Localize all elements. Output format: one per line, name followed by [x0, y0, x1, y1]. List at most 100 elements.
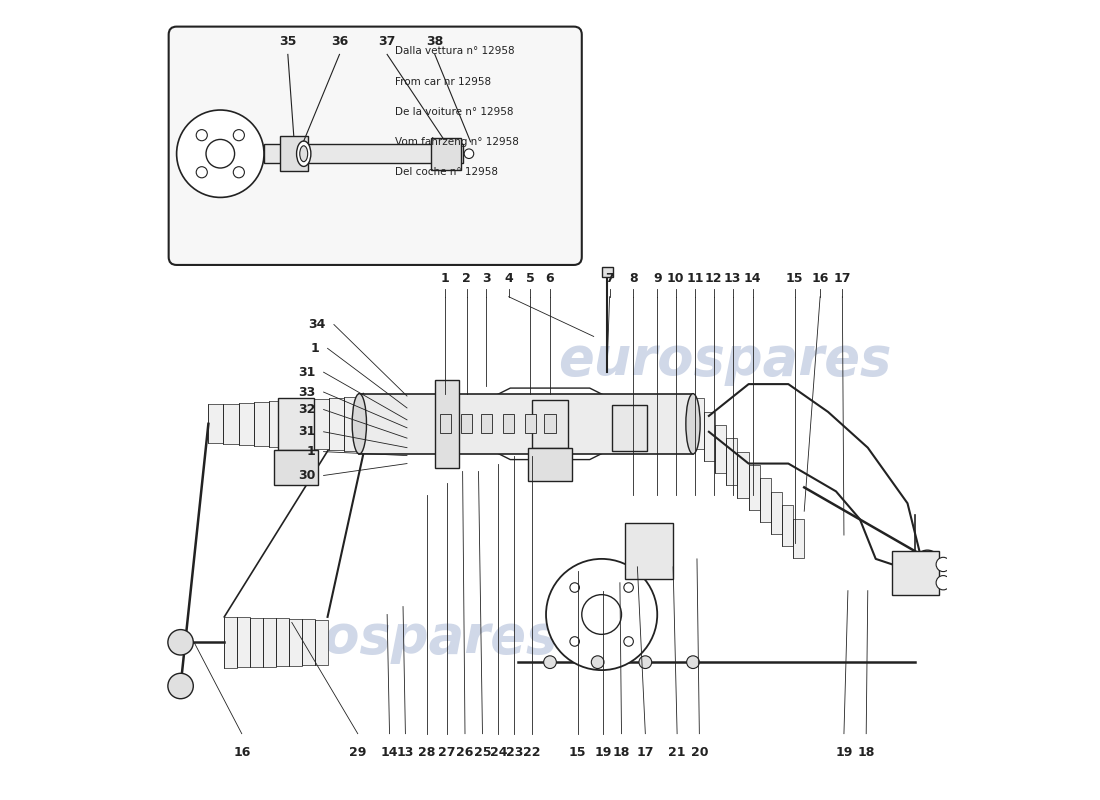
Bar: [503, 414, 515, 434]
Text: eurospares: eurospares: [558, 334, 891, 386]
Text: 1: 1: [441, 272, 450, 285]
Bar: [793, 518, 804, 558]
Text: 30: 30: [298, 469, 316, 482]
Text: 17: 17: [637, 746, 654, 758]
Text: 35: 35: [279, 35, 297, 48]
Bar: [704, 412, 715, 462]
Text: 19: 19: [835, 746, 852, 758]
Circle shape: [592, 656, 604, 669]
Bar: [434, 380, 459, 467]
Bar: [626, 523, 673, 578]
Text: 13: 13: [724, 272, 741, 285]
Bar: [360, 394, 693, 454]
Text: 18: 18: [858, 746, 874, 758]
Bar: [315, 398, 329, 449]
Text: 32: 32: [298, 403, 316, 416]
Bar: [602, 267, 613, 277]
Text: 15: 15: [785, 272, 803, 285]
Text: 23: 23: [506, 746, 522, 758]
Circle shape: [196, 166, 207, 178]
Text: Del coche n° 12958: Del coche n° 12958: [395, 167, 498, 178]
Bar: [737, 452, 749, 498]
Bar: [544, 414, 556, 434]
Text: 25: 25: [474, 746, 492, 758]
Text: 1: 1: [311, 342, 320, 355]
Circle shape: [570, 582, 580, 592]
Text: 29: 29: [349, 746, 366, 758]
Bar: [299, 399, 315, 448]
Bar: [760, 478, 771, 522]
Bar: [525, 414, 536, 434]
Text: 14: 14: [744, 272, 761, 285]
Circle shape: [915, 550, 940, 575]
Bar: [284, 400, 299, 447]
Circle shape: [206, 139, 234, 168]
Text: 3: 3: [482, 272, 491, 285]
Bar: [715, 425, 726, 474]
Bar: [329, 398, 344, 450]
Bar: [208, 404, 223, 443]
Text: 7: 7: [605, 272, 614, 285]
Text: 2: 2: [462, 272, 471, 285]
Text: eurospares: eurospares: [224, 612, 558, 664]
Bar: [238, 618, 250, 667]
Circle shape: [936, 558, 950, 571]
Circle shape: [233, 130, 244, 141]
Bar: [461, 414, 472, 434]
Circle shape: [196, 130, 207, 141]
Text: De la voiture n° 12958: De la voiture n° 12958: [395, 107, 514, 117]
Text: 9: 9: [653, 272, 661, 285]
Text: 21: 21: [669, 746, 686, 758]
Bar: [276, 618, 289, 666]
Text: 5: 5: [526, 272, 535, 285]
Bar: [612, 405, 647, 451]
Text: 24: 24: [490, 746, 507, 758]
Bar: [264, 144, 463, 163]
Bar: [693, 398, 704, 450]
Text: 33: 33: [298, 386, 316, 398]
Bar: [749, 465, 760, 510]
Bar: [223, 403, 239, 444]
Bar: [301, 619, 315, 666]
Ellipse shape: [686, 394, 701, 454]
Text: 1: 1: [307, 445, 316, 458]
Text: Vom fahrzeng n° 12958: Vom fahrzeng n° 12958: [395, 137, 519, 147]
Circle shape: [624, 637, 634, 646]
Text: 36: 36: [331, 35, 348, 48]
Bar: [315, 620, 328, 665]
Bar: [274, 450, 318, 486]
Text: 38: 38: [426, 35, 443, 48]
Text: Dalla vettura n° 12958: Dalla vettura n° 12958: [395, 46, 515, 57]
Bar: [481, 414, 492, 434]
Bar: [771, 492, 782, 534]
Circle shape: [936, 575, 950, 590]
Bar: [431, 138, 461, 170]
Text: 28: 28: [418, 746, 436, 758]
Bar: [239, 402, 254, 445]
Bar: [278, 398, 314, 450]
Text: 11: 11: [686, 272, 704, 285]
Ellipse shape: [352, 394, 366, 454]
Text: 26: 26: [456, 746, 474, 758]
Text: 12: 12: [705, 272, 723, 285]
Text: 17: 17: [834, 272, 851, 285]
Bar: [268, 401, 284, 446]
Circle shape: [582, 594, 621, 634]
Bar: [289, 619, 301, 666]
Text: 18: 18: [613, 746, 630, 758]
Text: 31: 31: [298, 366, 316, 378]
Text: 16: 16: [233, 746, 251, 758]
Text: 6: 6: [546, 272, 554, 285]
Text: 15: 15: [569, 746, 586, 758]
Circle shape: [546, 559, 658, 670]
Circle shape: [177, 110, 264, 198]
Ellipse shape: [464, 149, 474, 158]
Text: 10: 10: [667, 272, 684, 285]
Circle shape: [624, 582, 634, 592]
Circle shape: [543, 656, 557, 669]
Text: 37: 37: [378, 35, 396, 48]
Bar: [344, 397, 360, 451]
Bar: [528, 448, 572, 481]
Circle shape: [570, 637, 580, 646]
Bar: [224, 617, 238, 668]
